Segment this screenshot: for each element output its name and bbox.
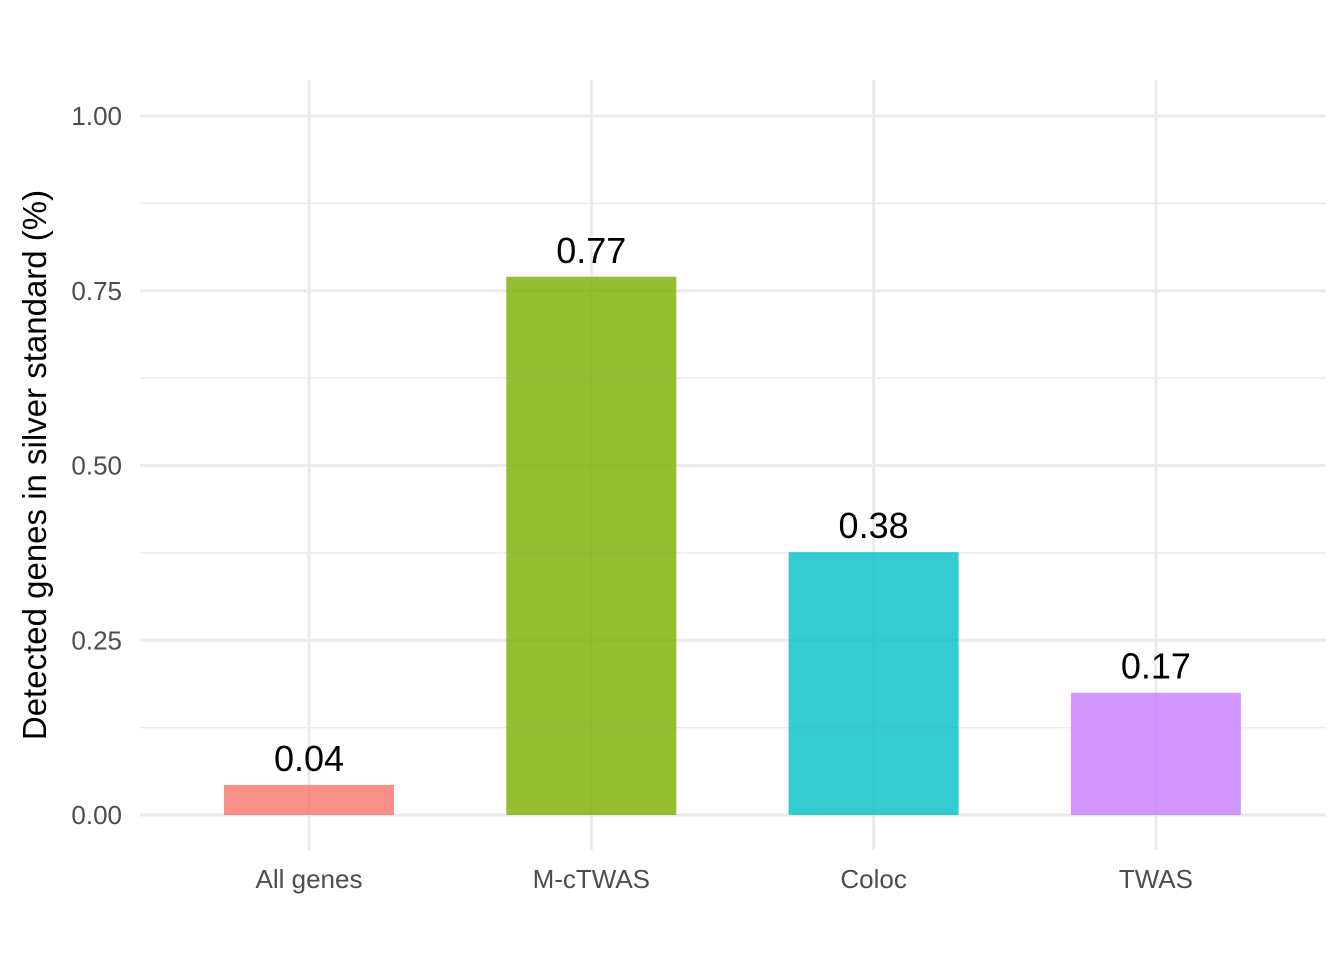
y-tick-label: 0.50 xyxy=(71,451,122,481)
data-label: 0.77 xyxy=(556,230,626,271)
y-tick-label: 0.75 xyxy=(71,276,122,306)
data-label: 0.04 xyxy=(274,738,344,779)
x-tick-label: All genes xyxy=(256,864,363,894)
bar xyxy=(788,552,959,815)
bar xyxy=(506,276,677,815)
x-axis-ticks: All genes M-cTWAS Coloc TWAS xyxy=(256,864,1193,894)
y-tick-label: 0.25 xyxy=(71,625,122,655)
data-label: 0.17 xyxy=(1121,646,1191,687)
y-tick-label: 1.00 xyxy=(71,101,122,131)
x-tick-label: TWAS xyxy=(1119,864,1193,894)
y-axis-title: Detected genes in silver standard (%) xyxy=(16,190,53,740)
data-labels: 0.04 0.77 0.38 0.17 xyxy=(274,230,1191,779)
y-axis-ticks: 0.00 0.25 0.50 0.75 1.00 xyxy=(71,101,122,830)
y-tick-label: 0.00 xyxy=(71,800,122,830)
x-tick-label: Coloc xyxy=(840,864,906,894)
bars xyxy=(224,276,1241,815)
bar xyxy=(1070,692,1241,815)
x-tick-label: M-cTWAS xyxy=(533,864,650,894)
bar xyxy=(224,784,394,815)
data-label: 0.38 xyxy=(839,505,909,546)
